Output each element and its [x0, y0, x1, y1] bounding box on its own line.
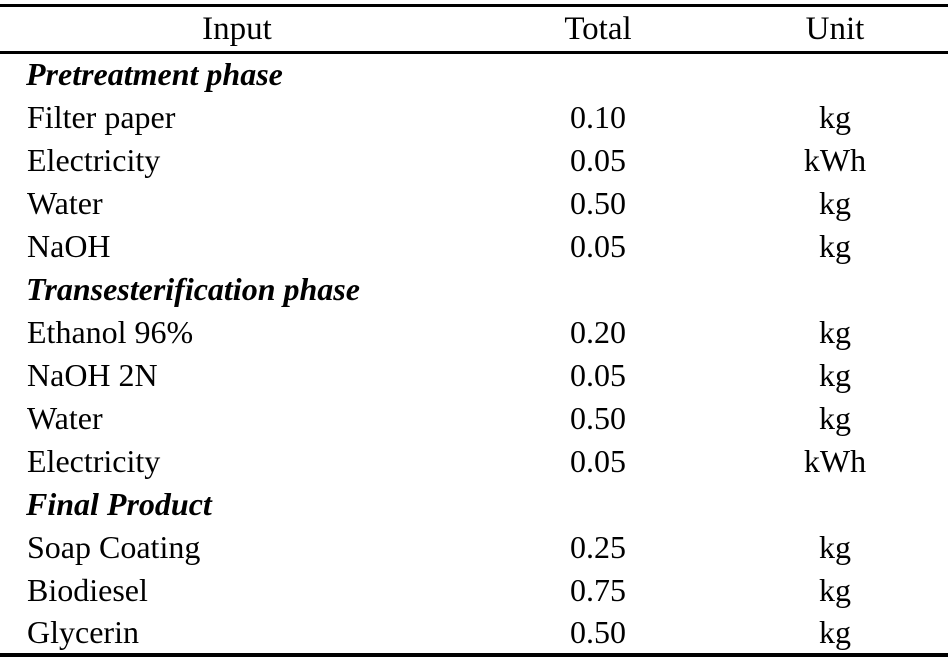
input-cell: Ethanol 96%	[27, 313, 194, 350]
unit-cell: kg	[819, 227, 851, 264]
table-row: NaOH 0.05 kg	[0, 225, 948, 268]
input-cell: NaOH	[27, 227, 111, 264]
table-row: Water 0.50 kg	[0, 397, 948, 440]
total-cell: 0.25	[570, 528, 626, 565]
section-label: Pretreatment phase	[26, 56, 283, 93]
section-label: Transesterification phase	[26, 270, 360, 307]
input-cell: Water	[27, 399, 103, 436]
section-row: Pretreatment phase	[0, 53, 948, 96]
table-row: Electricity 0.05 kWh	[0, 139, 948, 182]
input-cell: Filter paper	[27, 98, 176, 135]
table-row: NaOH 2N 0.05 kg	[0, 354, 948, 397]
unit-cell: kWh	[803, 442, 867, 479]
table-row: Glycerin 0.50 kg	[0, 612, 948, 655]
input-cell: Glycerin	[27, 613, 139, 650]
total-cell: 0.50	[570, 184, 626, 221]
total-cell: 0.20	[570, 313, 626, 350]
table-row: Electricity 0.05 kWh	[0, 440, 948, 483]
input-cell: NaOH 2N	[27, 356, 158, 393]
total-cell: 0.05	[570, 141, 626, 178]
total-cell: 0.05	[570, 356, 626, 393]
unit-cell: kg	[819, 613, 851, 650]
section-row: Transesterification phase	[0, 268, 948, 311]
unit-cell: kWh	[803, 141, 867, 178]
table-row: Water 0.50 kg	[0, 182, 948, 225]
unit-cell: kg	[819, 399, 851, 436]
inventory-table: Input Total Unit Pretreatment phase Filte…	[0, 4, 948, 657]
total-cell: 0.10	[570, 98, 626, 135]
unit-cell: kg	[819, 313, 851, 350]
unit-cell: kg	[819, 356, 851, 393]
table-row: Soap Coating 0.25 kg	[0, 526, 948, 569]
section-label: Final Product	[26, 485, 212, 522]
input-cell: Biodiesel	[27, 571, 148, 608]
total-cell: 0.05	[570, 227, 626, 264]
unit-cell: kg	[819, 528, 851, 565]
header-unit: Unit	[805, 10, 865, 47]
total-cell: 0.50	[570, 399, 626, 436]
section-row: Final Product	[0, 483, 948, 526]
table-header: Input Total Unit	[0, 6, 948, 53]
table-row: Biodiesel 0.75 kg	[0, 569, 948, 612]
unit-cell: kg	[819, 571, 851, 608]
total-cell: 0.50	[570, 613, 626, 650]
total-cell: 0.05	[570, 442, 626, 479]
total-cell: 0.75	[570, 571, 626, 608]
input-cell: Electricity	[27, 141, 161, 178]
unit-cell: kg	[819, 184, 851, 221]
header-input: Input	[202, 10, 272, 47]
input-cell: Water	[27, 184, 103, 221]
input-cell: Soap Coating	[27, 528, 201, 565]
header-row: Input Total Unit	[0, 6, 948, 53]
table-body: Pretreatment phase Filter paper 0.10 kg Elec…	[0, 53, 948, 655]
header-total: Total	[564, 10, 632, 47]
table-row: Filter paper 0.10 kg	[0, 96, 948, 139]
input-cell: Electricity	[27, 442, 161, 479]
table-row: Ethanol 96% 0.20 kg	[0, 311, 948, 354]
unit-cell: kg	[819, 98, 851, 135]
